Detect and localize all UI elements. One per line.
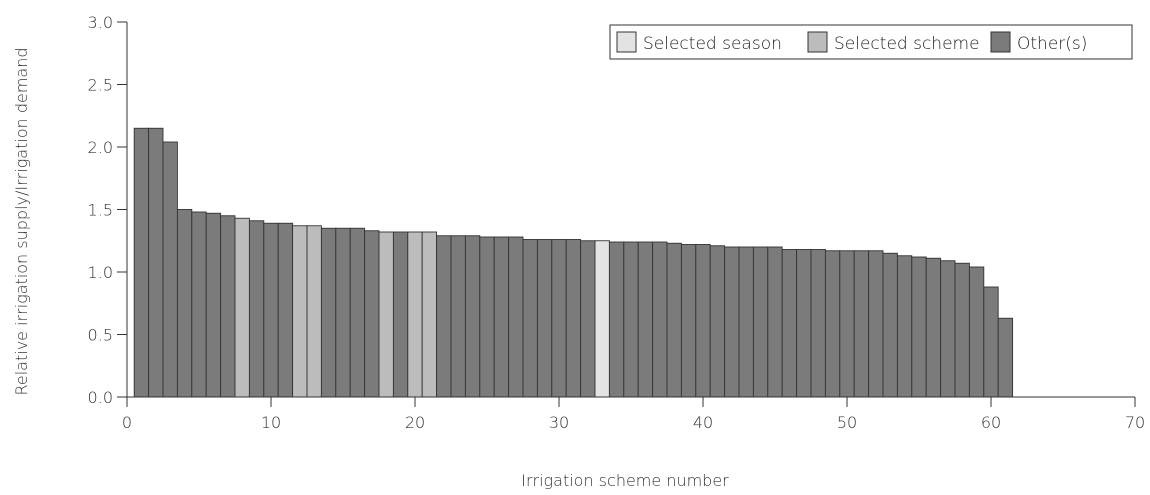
legend-swatch-scheme: [807, 31, 828, 53]
bar-37: [652, 241, 668, 398]
bar-14: [320, 227, 337, 398]
bar-3: [162, 141, 178, 398]
bar-53: [882, 252, 898, 398]
bar-54: [896, 255, 913, 398]
bar-5: [191, 211, 207, 398]
bar-49: [824, 250, 841, 398]
bar-44: [752, 246, 769, 398]
bar-9: [248, 220, 265, 398]
bar-10: [263, 222, 279, 398]
bar-50: [839, 250, 855, 398]
bar-27: [508, 236, 524, 398]
bar-24: [464, 235, 481, 398]
bar-58: [954, 262, 970, 398]
bar-52: [868, 250, 884, 398]
bar-29: [536, 239, 553, 398]
bar-19: [392, 231, 409, 398]
legend-swatch-other: [990, 31, 1011, 53]
bar-12: [292, 225, 308, 398]
bar-56: [925, 257, 942, 398]
legend: Selected season Selected scheme Other(s): [609, 24, 1133, 60]
x-tick-label: 70: [1125, 413, 1145, 432]
bar-17: [364, 230, 380, 398]
bar-30: [551, 239, 567, 398]
bar-32: [580, 240, 596, 398]
bar-23: [450, 235, 466, 398]
bar-51: [853, 250, 870, 398]
bar-55: [911, 256, 927, 398]
bar-25: [479, 236, 495, 398]
bar-2: [148, 127, 164, 398]
y-axis-title: Relative irrigation supply/Irrigation de…: [12, 47, 31, 395]
bar-33: [594, 240, 610, 398]
x-tick-label: 60: [981, 413, 1001, 432]
bar-16: [349, 227, 366, 398]
legend-label-scheme: Selected scheme: [834, 34, 980, 54]
y-tick-label: 0.5: [88, 326, 113, 345]
bar-18: [378, 231, 394, 398]
y-ticks: 0.0 0.5 1.0 1.5 2.0 2.5 3.0: [88, 13, 127, 407]
bar-11: [277, 222, 294, 398]
bar-26: [493, 236, 510, 398]
y-tick-label: 2.5: [88, 76, 113, 95]
bar-6: [205, 212, 222, 398]
bar-1: [133, 127, 150, 398]
legend-label-season: Selected season: [643, 34, 782, 54]
x-tick-label: 10: [261, 413, 281, 432]
bar-4: [176, 209, 193, 398]
bar-42: [724, 246, 740, 398]
legend-box: [609, 24, 1133, 60]
y-tick-label: 1.0: [88, 263, 113, 282]
bar-61: [997, 317, 1014, 398]
x-tick-label: 20: [405, 413, 425, 432]
bar-43: [738, 246, 754, 398]
bar-7: [220, 215, 236, 398]
bars: [133, 127, 1014, 398]
bar-31: [565, 239, 582, 398]
y-tick-label: 1.5: [88, 201, 113, 220]
y-tick-label: 0.0: [88, 388, 113, 407]
bar-48: [810, 249, 826, 398]
bar-39: [680, 244, 697, 398]
bar-21: [421, 231, 438, 398]
bar-13: [306, 225, 322, 398]
bar-59: [968, 266, 985, 398]
legend-label-other: Other(s): [1017, 34, 1087, 54]
bar-57: [940, 260, 956, 398]
x-tick-label: 0: [122, 413, 132, 432]
x-axis-title: Irrigation scheme number: [521, 471, 729, 490]
x-tick-label: 40: [693, 413, 713, 432]
x-tick-label: 30: [549, 413, 569, 432]
y-tick-label: 2.0: [88, 138, 113, 157]
bar-36: [637, 241, 654, 398]
y-tick-label: 3.0: [88, 13, 113, 32]
x-tick-label: 50: [837, 413, 857, 432]
bar-35: [623, 241, 639, 398]
axes: 0 10 20 30 40 50 60 70 0.0 0.5 1.0 1.5 2.0 2.5 3.0: [88, 13, 1146, 432]
bar-15: [335, 227, 351, 398]
bar-22: [436, 235, 452, 398]
bar-8: [234, 217, 250, 398]
bar-45: [767, 246, 783, 398]
bar-28: [522, 239, 538, 398]
bar-41: [709, 245, 726, 398]
bar-47: [796, 249, 812, 398]
bar-60: [983, 286, 999, 398]
bar-20: [407, 231, 423, 398]
bar-46: [781, 249, 798, 398]
bar-38: [666, 242, 682, 398]
x-ticks: 0 10 20 30 40 50 60 70: [122, 397, 1145, 432]
bar-34: [608, 241, 625, 398]
bar-40: [695, 244, 711, 398]
legend-swatch-season: [616, 31, 637, 53]
